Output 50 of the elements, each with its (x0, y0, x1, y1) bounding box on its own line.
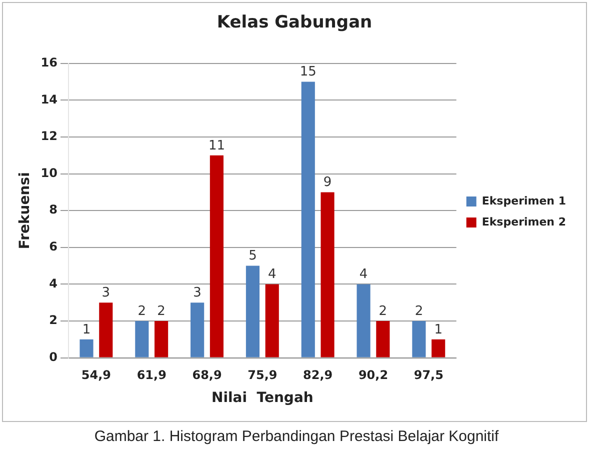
bar (99, 302, 113, 358)
x-tick-label: 54,9 (81, 368, 112, 382)
text: Gambar 1. Histogram Perbandingan Prestasi Belajar Kognitif (93, 428, 500, 445)
y-tick-label: 12 (40, 129, 58, 144)
data-label: 15 (300, 64, 316, 80)
bar (135, 321, 149, 358)
data-label: 9 (323, 175, 332, 190)
data-label: 3 (102, 285, 110, 300)
chart-title: Kelas Gabungan (216, 12, 372, 33)
y-tick-label: 14 (40, 92, 58, 106)
data-label: 2 (138, 304, 146, 319)
x-axis-title: Nilai Tengah (211, 390, 314, 406)
y-tick-label: 4 (49, 276, 58, 290)
bar (432, 339, 446, 358)
x-tick-label: 97,5 (414, 368, 444, 382)
x-tick-label: 61,9 (136, 368, 166, 382)
x-tick-label: 75,9 (248, 368, 278, 382)
data-label: 5 (248, 248, 257, 264)
y-tick-label: 0 (49, 350, 58, 364)
data-label: 2 (157, 304, 166, 319)
y-tick-label: 2 (49, 313, 58, 328)
y-tick-label: 8 (49, 202, 58, 217)
bar (190, 302, 204, 358)
data-label: 11 (208, 138, 225, 154)
x-tick-label: 68,9 (192, 368, 222, 382)
bar (246, 266, 260, 358)
data-label: 1 (82, 322, 91, 338)
y-axis-title: Frekuensi (17, 172, 34, 250)
data-label: 3 (193, 285, 202, 300)
bar (80, 339, 94, 358)
legend-label: Eksperimen 1 (482, 194, 566, 208)
data-label: 2 (378, 304, 388, 319)
x-tick-label: 82,9 (303, 368, 333, 382)
bar (356, 284, 370, 358)
y-tick-label: 6 (49, 240, 58, 254)
data-label: 4 (268, 267, 276, 282)
y-tick-label: 16 (40, 56, 58, 70)
bar (154, 321, 168, 358)
data-label: 2 (414, 304, 424, 319)
bar (301, 82, 315, 358)
y-tick-label: 10 (40, 166, 58, 180)
x-tick-label: 90,2 (358, 368, 388, 382)
legend-label: Eksperimen 2 (482, 215, 566, 228)
bar (320, 192, 334, 358)
bar (265, 284, 279, 358)
data-label: 1 (434, 322, 442, 338)
bar (412, 321, 426, 358)
data-label: 4 (359, 267, 368, 282)
bar (376, 321, 390, 358)
bar (210, 155, 224, 358)
